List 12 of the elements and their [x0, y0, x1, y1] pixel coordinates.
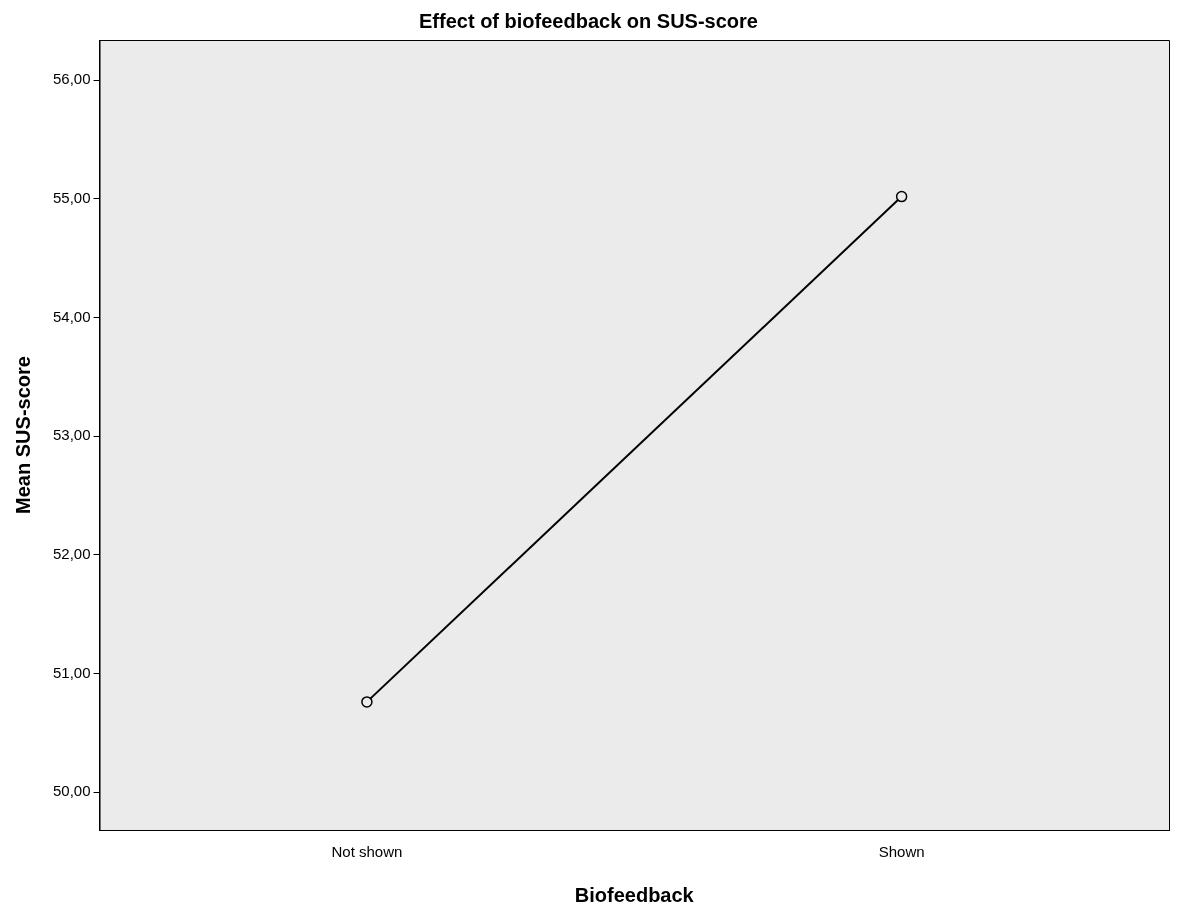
y-tick-label: 50,00	[52, 782, 91, 800]
y-tick-label: 52,00	[52, 544, 91, 562]
chart-title: Effect of biofeedback on SUS-score	[419, 9, 758, 32]
x-tick-label: Not shown	[331, 843, 403, 861]
y-tick-label: 53,00	[52, 426, 91, 444]
y-tick-label: 54,00	[52, 307, 91, 325]
y-tick-label: 55,00	[52, 189, 91, 207]
x-tick-label: Shown	[878, 843, 925, 861]
y-tick-label: 56,00	[52, 70, 91, 88]
x-axis-title: Biofeedback	[574, 883, 695, 906]
y-axis-title: Mean SUS-score	[11, 356, 34, 514]
y-tick-label: 51,00	[52, 663, 91, 681]
